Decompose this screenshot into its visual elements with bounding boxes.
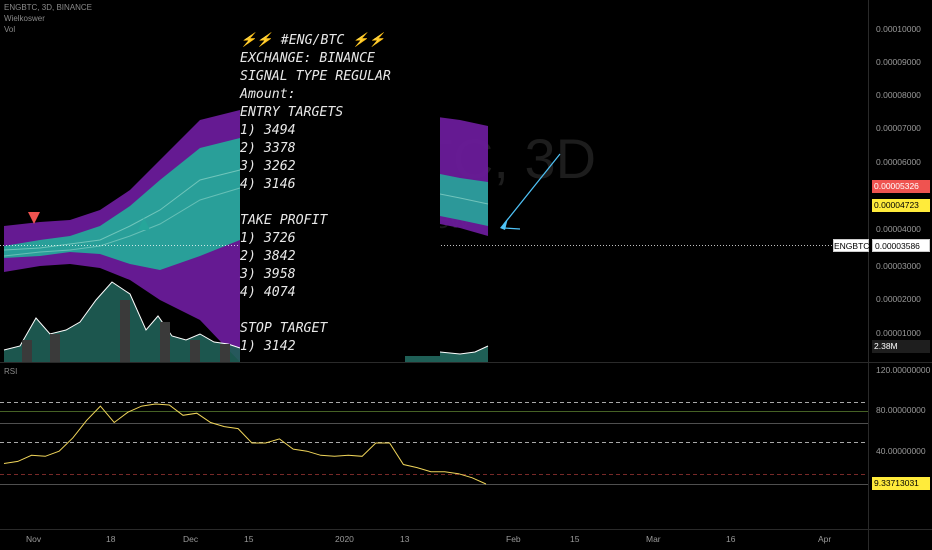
time-axis-label: Dec (183, 534, 199, 544)
signal-line: Amount: (240, 87, 296, 102)
buy-marker (138, 218, 150, 230)
rsi-pane (0, 402, 868, 485)
volume-bars-left (22, 300, 230, 362)
signal-line: STOP TARGET (240, 321, 328, 336)
price-axis-label: 0.00002000 (876, 294, 921, 304)
time-axis-label: Apr (818, 534, 832, 544)
signal-line: 3) 3958 (240, 267, 296, 282)
price-axis-label: 0.00010000 (876, 24, 921, 34)
price-axis-label: 0.00001000 (876, 328, 921, 338)
price-tag-yellow: 0.00004723 (872, 199, 930, 212)
time-axis-label: Feb (506, 534, 521, 544)
rsi-axis-label: 120.00000000 (876, 365, 931, 375)
price-axis-label: 0.00007000 (876, 123, 921, 133)
symbol-title: ENGBTC, 3D, BINANCE (4, 3, 93, 12)
price-axis-label: 0.00003000 (876, 261, 921, 271)
signal-line: 4) 3146 (240, 177, 296, 192)
signal-line: 1) 3726 (240, 231, 296, 246)
signal-line: ⚡⚡ #ENG/BTC ⚡⚡ (240, 33, 386, 48)
indicator-label-1[interactable]: Wielkoswer (4, 14, 45, 23)
time-axis-label: Nov (26, 534, 42, 544)
signal-line: 2) 3378 (240, 141, 296, 156)
price-axis-label: 0.00004000 (876, 224, 921, 234)
time-axis-label: 18 (106, 534, 116, 544)
signal-line (240, 194, 440, 212)
signal-line: EXCHANGE: BINANCE (240, 51, 375, 66)
rsi-axis-label: 40.00000000 (876, 446, 926, 456)
time-axis-label: 15 (244, 534, 254, 544)
price-tag-last: 0.00003586 (872, 239, 930, 252)
time-axis-label: 13 (400, 534, 410, 544)
sell-marker (28, 212, 40, 224)
rsi-axis-label: 80.00000000 (876, 405, 926, 415)
signal-line: SIGNAL TYPE REGULAR (240, 69, 391, 84)
volume-tag: 2.38M (872, 340, 930, 353)
volume-area-right (405, 342, 488, 362)
price-tag-red: 0.00005326 (872, 180, 930, 193)
time-axis-label: Mar (646, 534, 661, 544)
price-axis-label: 0.00006000 (876, 157, 921, 167)
signal-line: 4) 4074 (240, 285, 296, 300)
rsi-tag: 9.33713031 (872, 477, 930, 490)
signal-text-overlay: ⚡⚡ #ENG/BTC ⚡⚡ EXCHANGE: BINANCE SIGNAL TY… (240, 32, 440, 356)
time-axis-label: 2020 (335, 534, 354, 544)
symbol-tag: ENGBTC (833, 239, 870, 252)
rsi-line (3, 403, 487, 485)
signal-line: ENTRY TARGETS (240, 105, 344, 120)
band-left (3, 110, 241, 362)
price-axis-label: 0.00009000 (876, 57, 921, 67)
trend-arrow[interactable] (500, 153, 561, 230)
signal-line: TAKE PROFIT (240, 213, 328, 228)
signal-line: 1) 3494 (240, 123, 296, 138)
rsi-label[interactable]: RSI (4, 367, 18, 376)
signal-line (240, 302, 440, 320)
signal-line: 1) 3142 (240, 339, 296, 354)
time-axis-label: 16 (726, 534, 736, 544)
price-axis-label: 0.00008000 (876, 90, 921, 100)
signal-line: 2) 3842 (240, 249, 296, 264)
time-axis-label: 15 (570, 534, 580, 544)
indicator-label-vol[interactable]: Vol (4, 25, 16, 34)
signal-line: 3) 3262 (240, 159, 296, 174)
